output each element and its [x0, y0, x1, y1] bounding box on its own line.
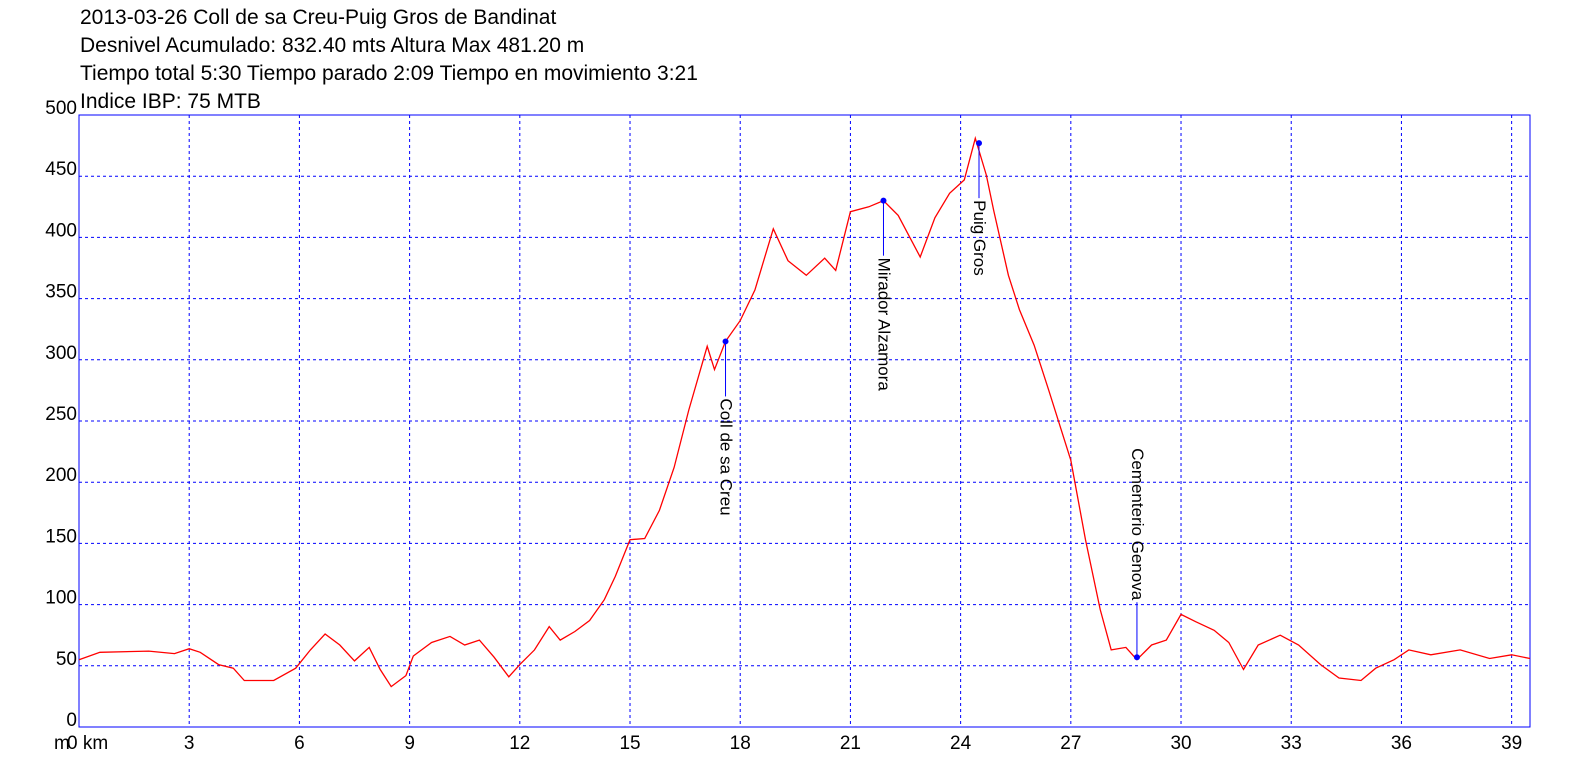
- y-tick-label: 250: [45, 404, 77, 425]
- y-tick-label: 300: [45, 343, 77, 364]
- x-tick-label: 24: [950, 733, 972, 754]
- waypoint: [880, 197, 887, 204]
- y-tick-label: 150: [45, 526, 77, 547]
- annotation-label: Cementerio Genova: [1128, 448, 1147, 601]
- title-line: Indice IBP: 75 MTB: [80, 90, 261, 113]
- x-tick-label: 15: [619, 733, 640, 754]
- waypoint: [975, 140, 982, 147]
- y-tick-label: 450: [45, 159, 77, 180]
- x-tick-label: 6: [294, 733, 305, 754]
- x-tick-label: 21: [840, 733, 861, 754]
- title-line: Tiempo total 5:30 Tiempo parado 2:09 Tie…: [80, 62, 698, 85]
- x-tick-label: 0 km: [67, 733, 108, 754]
- x-tick-label: 3: [184, 733, 195, 754]
- title-line: Desnivel Acumulado: 832.40 mts Altura Ma…: [80, 34, 584, 57]
- y-tick-label: 100: [45, 588, 77, 609]
- x-tick-label: 12: [509, 733, 530, 754]
- waypoint: [722, 338, 729, 345]
- plot-frame: [78, 114, 1531, 728]
- x-tick-label: 36: [1391, 733, 1412, 754]
- y-tick-label: 500: [45, 98, 77, 119]
- title-line: 2013-03-26 Coll de sa Creu-Puig Gros de …: [80, 6, 556, 29]
- x-tick-label: 39: [1501, 733, 1522, 754]
- elevation-line: [78, 135, 1531, 688]
- x-tick-label: 30: [1170, 733, 1191, 754]
- x-tick-label: 27: [1060, 733, 1081, 754]
- x-tick-label: 9: [404, 733, 415, 754]
- y-tick-label: 200: [45, 465, 77, 486]
- x-tick-label: 33: [1281, 733, 1302, 754]
- y-axis-label: m: [54, 733, 70, 754]
- annotation-label: Mirador Alzamora: [874, 258, 893, 392]
- annotation-label: Coll de sa Creu: [717, 398, 736, 515]
- waypoint: [1133, 654, 1140, 661]
- annotation-label: Puig Gros: [970, 200, 989, 276]
- y-tick-label: 50: [56, 649, 77, 670]
- y-tick-label: 350: [45, 282, 77, 303]
- y-tick-label: 0: [66, 710, 77, 731]
- y-tick-label: 400: [45, 220, 77, 241]
- x-tick-label: 18: [730, 733, 751, 754]
